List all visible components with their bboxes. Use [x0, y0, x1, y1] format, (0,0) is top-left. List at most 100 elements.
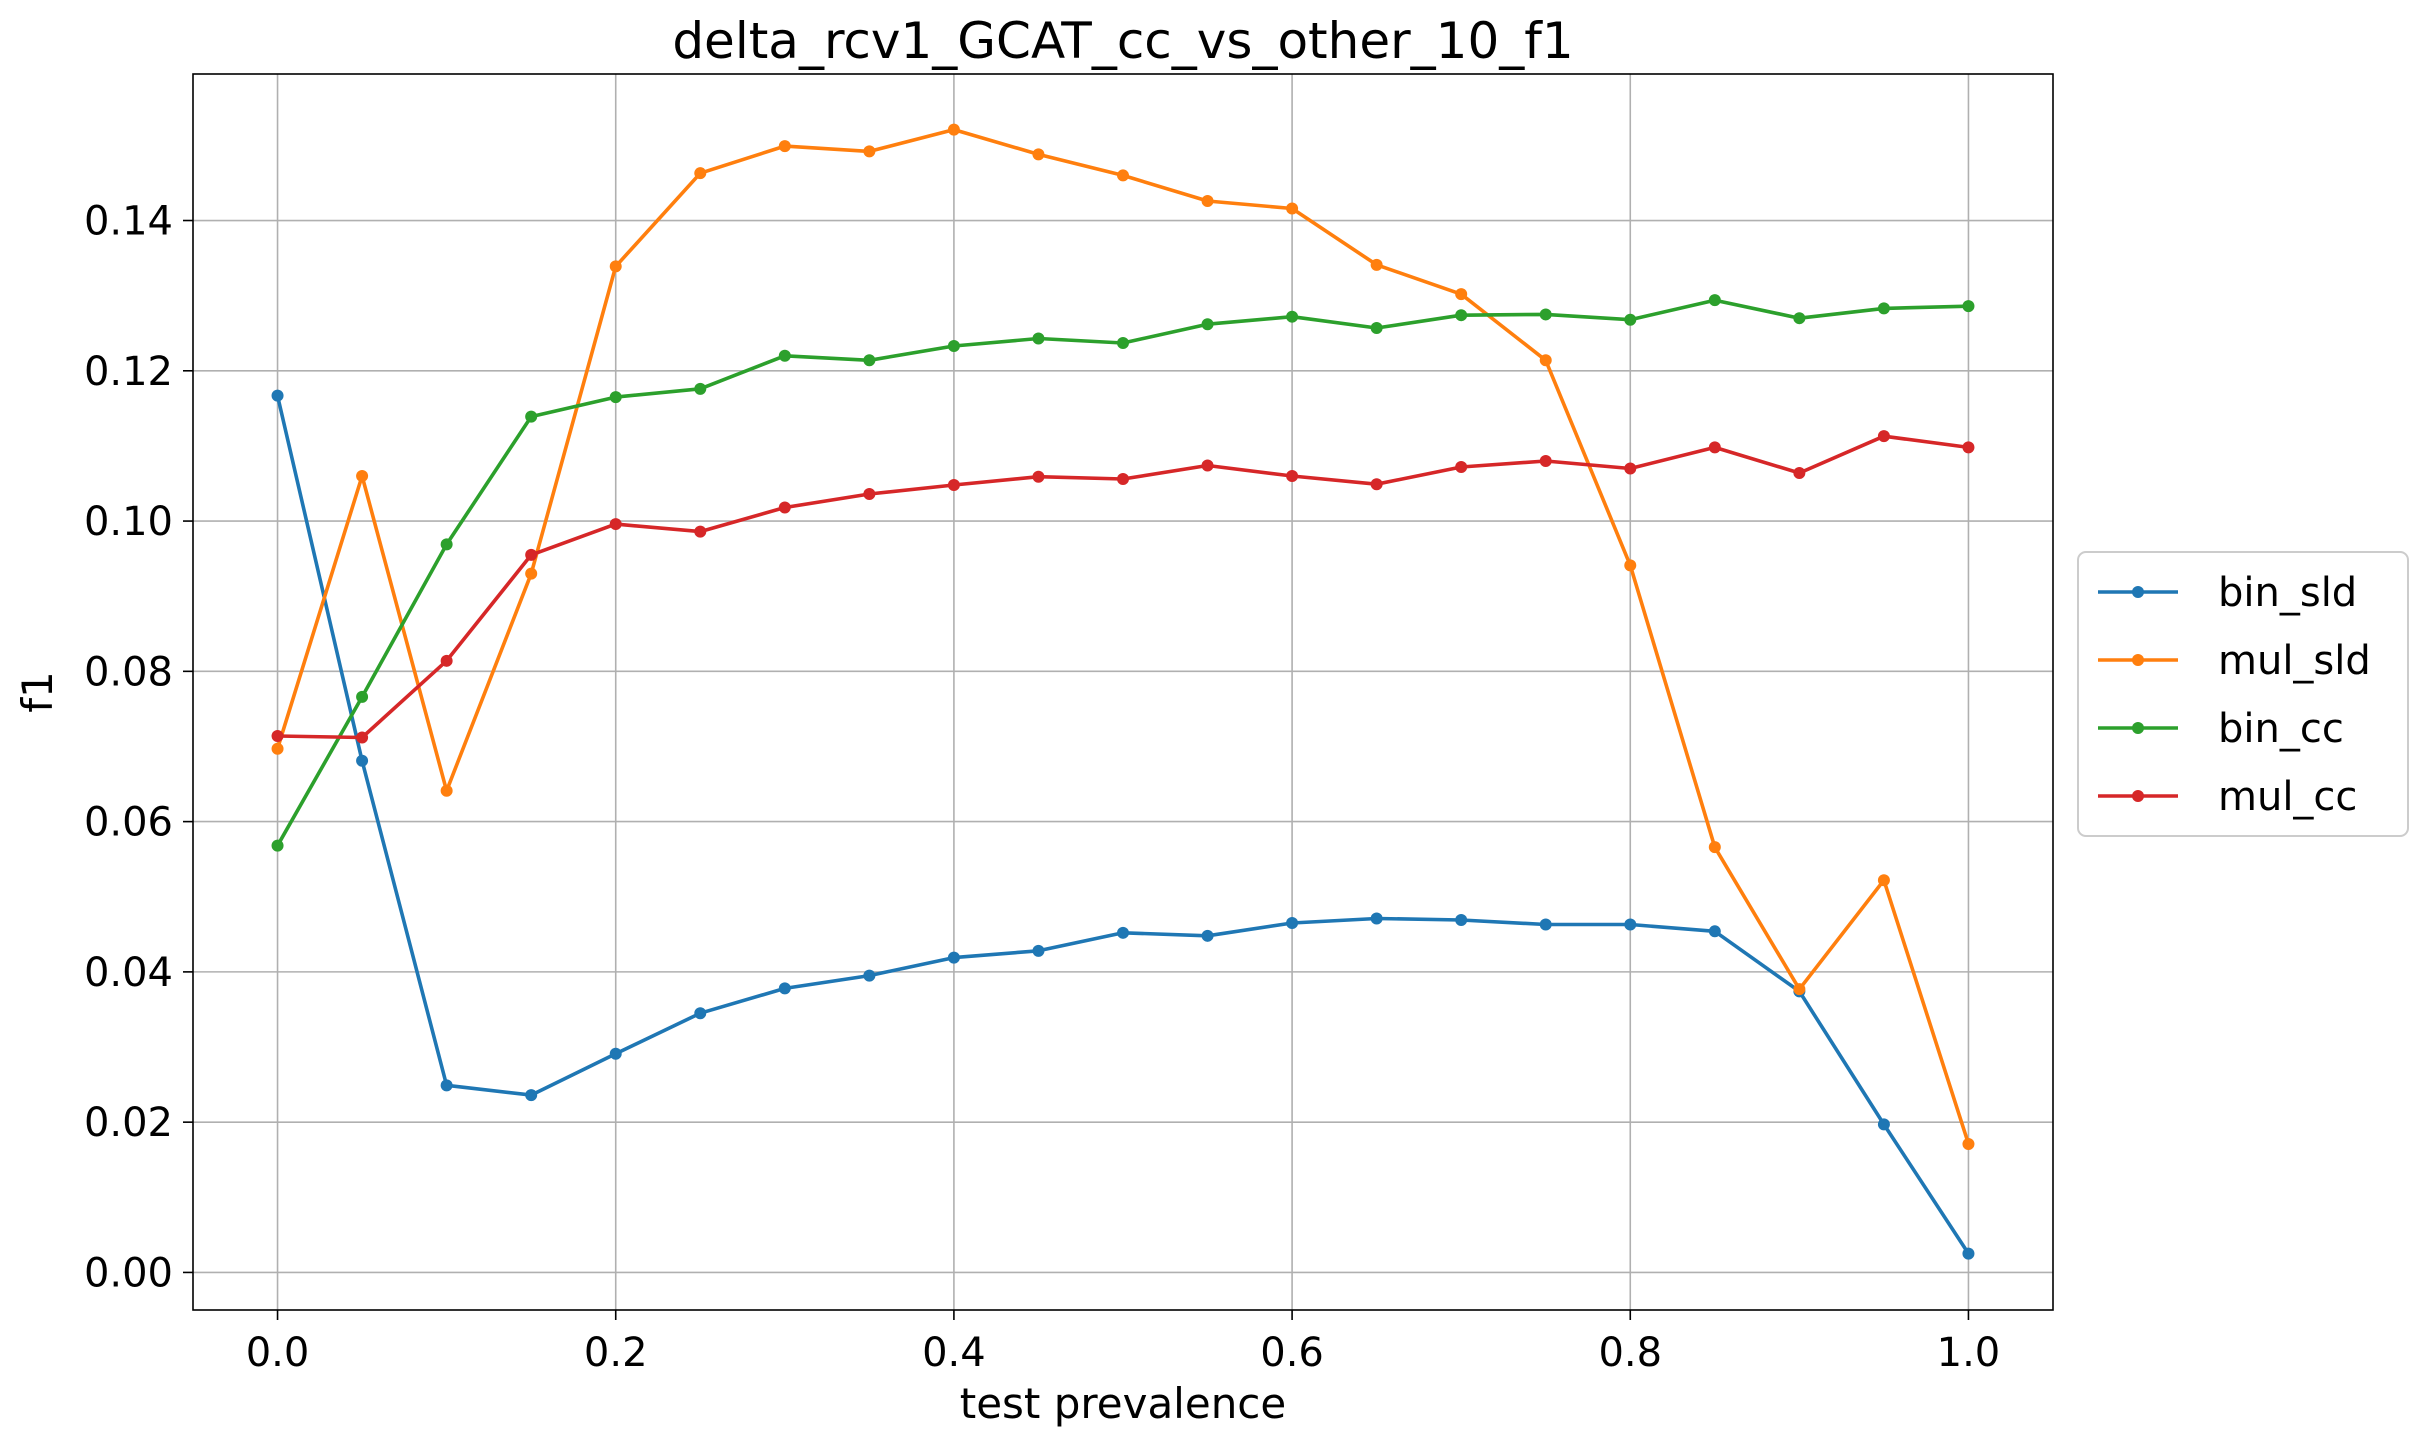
data-point [525, 567, 538, 580]
data-point [1117, 336, 1129, 349]
legend-label: bin_sld [2218, 570, 2357, 616]
legend-marker [2132, 586, 2144, 598]
data-point [440, 654, 453, 667]
legend-marker [2132, 722, 2144, 734]
y-tick-label: 0.10 [84, 499, 173, 545]
data-point [1286, 310, 1299, 323]
data-point [1539, 454, 1552, 467]
data-point [356, 731, 369, 744]
data-point [1455, 460, 1468, 473]
y-tick-label: 0.00 [84, 1250, 173, 1296]
data-point [1117, 472, 1129, 485]
x-tick-label: 0.8 [1598, 1330, 1662, 1376]
data-point [863, 969, 876, 982]
data-point [1201, 459, 1214, 472]
data-point [694, 167, 707, 180]
y-tick-label: 0.06 [84, 800, 173, 846]
x-axis-label: test prevalence [960, 1379, 1287, 1428]
data-point [1962, 1247, 1975, 1260]
data-point [1793, 312, 1806, 325]
data-point [1370, 258, 1383, 271]
x-tick-label: 0.4 [922, 1330, 986, 1376]
data-point [694, 382, 707, 395]
data-point [1624, 559, 1637, 572]
x-tick-label: 0.2 [584, 1330, 648, 1376]
data-point [1539, 918, 1552, 931]
y-tick-label: 0.02 [84, 1100, 173, 1146]
x-tick-label: 0.6 [1260, 1330, 1324, 1376]
data-point [1877, 1118, 1890, 1131]
data-point [1032, 148, 1045, 161]
data-point [947, 123, 960, 136]
data-point [947, 478, 960, 491]
data-point [694, 525, 707, 538]
series-bin-sld [271, 389, 1975, 1260]
data-point [1708, 441, 1721, 454]
grid [193, 74, 2053, 1310]
data-point [1877, 874, 1890, 887]
data-point [1539, 308, 1552, 321]
data-point [1624, 918, 1637, 931]
y-tick-label: 0.12 [84, 349, 173, 395]
x-tick-label: 1.0 [1937, 1330, 2001, 1376]
legend-item-bin-sld: bin_sld [2098, 570, 2357, 616]
data-point [1286, 917, 1299, 930]
data-point [1201, 929, 1214, 942]
legend-label: bin_cc [2218, 706, 2344, 752]
data-point [1708, 294, 1721, 307]
chart-title: delta_rcv1_GCAT_cc_vs_other_10_f1 [672, 12, 1573, 70]
y-tick-label: 0.08 [84, 649, 173, 695]
data-point [863, 488, 876, 501]
data-point [1962, 441, 1975, 454]
x-axis: 0.0 0.2 0.4 0.6 0.8 1.0 [246, 1310, 2001, 1376]
data-point [440, 1079, 453, 1092]
data-point [1117, 169, 1129, 182]
legend-label: mul_sld [2218, 638, 2371, 684]
data-point [778, 982, 791, 995]
data-point [271, 389, 284, 402]
data-point [356, 690, 369, 703]
legend-box [2077, 551, 2409, 837]
data-point [1286, 202, 1299, 215]
data-point [1539, 354, 1552, 367]
data-point [440, 784, 453, 797]
data-point [525, 410, 538, 423]
data-point [271, 742, 284, 755]
data-point [1708, 841, 1721, 854]
data-point [863, 145, 876, 158]
y-axis-label: f1 [13, 671, 62, 713]
legend-item-mul-cc: mul_cc [2098, 774, 2357, 820]
data-point [609, 518, 622, 531]
data-point [863, 354, 876, 367]
legend-item-mul-sld: mul_sld [2098, 638, 2371, 684]
data-point [1032, 944, 1045, 957]
data-point [1455, 914, 1468, 927]
data-point [1032, 470, 1045, 483]
data-point [609, 391, 622, 404]
data-point [1624, 462, 1637, 475]
data-point [1455, 288, 1468, 301]
data-point [1455, 309, 1468, 322]
series-bin-cc [271, 294, 1975, 852]
legend-label: mul_cc [2218, 774, 2357, 820]
data-point [1370, 912, 1383, 925]
data-point [271, 729, 284, 742]
data-point [694, 1007, 707, 1020]
legend-marker [2132, 790, 2144, 802]
series-group [271, 123, 1975, 1260]
data-point [778, 349, 791, 362]
data-point [778, 501, 791, 514]
series-mul-sld [271, 123, 1975, 1150]
data-point [1962, 300, 1975, 313]
y-tick-label: 0.14 [84, 199, 173, 245]
legend-marker [2132, 654, 2144, 666]
data-point [1793, 983, 1806, 996]
data-point [1877, 430, 1890, 443]
data-point [947, 339, 960, 352]
data-point [1793, 466, 1806, 479]
data-point [1370, 321, 1383, 334]
data-point [609, 1047, 622, 1060]
data-point [1624, 313, 1637, 326]
